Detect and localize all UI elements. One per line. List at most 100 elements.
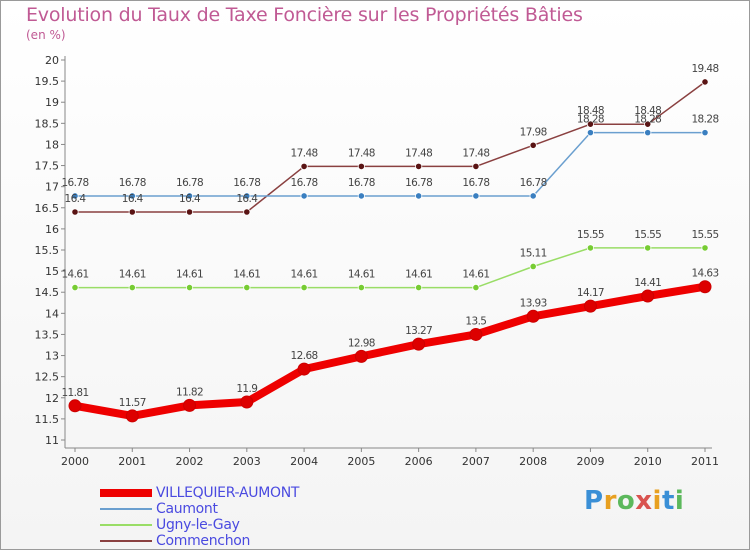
data-label: 14.61 xyxy=(348,269,375,281)
data-point xyxy=(243,192,251,200)
x-tick-label: 2011 xyxy=(691,455,719,468)
series-line xyxy=(75,131,705,197)
x-tick-label: 2007 xyxy=(462,455,490,468)
data-point xyxy=(529,141,537,149)
data-point xyxy=(185,208,194,216)
data-point xyxy=(583,299,597,313)
data-point xyxy=(415,192,423,200)
data-point xyxy=(354,349,368,363)
data-label: 17.48 xyxy=(462,147,489,159)
data-label: 18.48 xyxy=(634,105,661,117)
data-label: 16.78 xyxy=(176,177,203,189)
data-point xyxy=(472,192,480,200)
data-label: 12.98 xyxy=(348,337,375,349)
data-point xyxy=(300,283,308,292)
data-point xyxy=(412,337,426,351)
data-point xyxy=(128,283,136,292)
y-tick-label: 16.5 xyxy=(35,202,60,215)
data-point xyxy=(357,283,365,292)
data-point xyxy=(297,362,311,376)
data-point xyxy=(185,283,194,292)
proxiti-logo: Proxiti xyxy=(584,486,684,516)
x-tick-label: 2009 xyxy=(576,455,604,468)
x-tick-label: 2003 xyxy=(233,455,261,468)
y-tick-label: 14 xyxy=(45,307,59,320)
data-label: 14.61 xyxy=(405,269,432,281)
data-label: 18.48 xyxy=(577,105,604,117)
data-point xyxy=(243,283,251,292)
logo-letter: i xyxy=(652,486,662,516)
data-label: 16.78 xyxy=(291,177,318,189)
data-label: 17.48 xyxy=(291,147,318,159)
data-point xyxy=(243,208,251,216)
data-label: 11.9 xyxy=(236,383,257,395)
y-tick-label: 17 xyxy=(45,181,59,194)
data-label: 16.78 xyxy=(405,177,432,189)
x-tick-label: 2000 xyxy=(61,455,89,468)
data-label: 14.63 xyxy=(691,268,718,280)
data-point xyxy=(300,162,308,170)
y-tick-label: 12.5 xyxy=(35,371,60,384)
legend-label: Caumont xyxy=(156,501,218,517)
data-label: 18.28 xyxy=(634,114,661,126)
logo-letter: P xyxy=(584,486,604,516)
data-point xyxy=(586,120,595,128)
y-tick-label: 13.5 xyxy=(35,328,60,341)
y-tick-label: 16 xyxy=(45,223,59,236)
data-point xyxy=(128,208,136,216)
data-label: 19.48 xyxy=(691,63,718,75)
legend-label: Ugny-le-Gay xyxy=(156,517,240,533)
data-label: 14.61 xyxy=(61,269,88,281)
data-point xyxy=(698,280,712,294)
data-point xyxy=(644,244,652,252)
series-line xyxy=(75,81,706,213)
data-point xyxy=(125,409,139,423)
y-tick-label: 11 xyxy=(45,434,59,447)
data-point xyxy=(472,283,480,292)
y-tick-label: 17.5 xyxy=(35,160,60,173)
data-point xyxy=(183,398,197,412)
logo-letter: t xyxy=(661,486,675,516)
data-label: 14.61 xyxy=(462,269,489,281)
data-label: 13.27 xyxy=(405,325,432,337)
data-label: 16.78 xyxy=(348,177,375,189)
data-point xyxy=(240,395,254,409)
data-label: 16.78 xyxy=(233,177,260,189)
data-label: 14.41 xyxy=(634,277,661,289)
x-tick-label: 2002 xyxy=(176,455,204,468)
data-point xyxy=(586,244,595,252)
x-tick-label: 2006 xyxy=(405,455,433,468)
data-label: 15.55 xyxy=(634,229,661,241)
data-label: 14.61 xyxy=(119,269,146,281)
legend-label: Commenchon xyxy=(156,533,251,549)
logo-letter: x xyxy=(635,486,653,516)
data-point xyxy=(701,78,709,86)
data-point xyxy=(71,283,79,292)
x-tick-label: 2008 xyxy=(519,455,547,468)
y-tick-label: 18 xyxy=(45,138,59,151)
data-point xyxy=(185,192,194,200)
legend-swatch xyxy=(100,540,152,542)
chart-title: Evolution du Taux de Taxe Foncière sur l… xyxy=(26,4,583,26)
y-tick-label: 12 xyxy=(45,392,59,405)
x-tick-label: 2005 xyxy=(347,455,375,468)
data-label: 14.61 xyxy=(233,269,260,281)
data-label: 14.17 xyxy=(577,287,604,299)
y-tick-label: 19.5 xyxy=(35,75,60,88)
data-point xyxy=(357,192,365,200)
y-tick-label: 13 xyxy=(45,350,59,363)
series-line xyxy=(75,247,705,289)
data-label: 16.4 xyxy=(179,193,201,205)
data-label: 11.82 xyxy=(176,386,203,398)
data-point xyxy=(415,162,423,170)
data-point xyxy=(586,129,595,137)
data-label: 17.48 xyxy=(405,147,432,159)
unit-label: (en %) xyxy=(26,28,66,42)
y-tick-label: 15.5 xyxy=(35,244,60,257)
data-label: 17.48 xyxy=(348,147,375,159)
data-label: 15.55 xyxy=(577,229,604,241)
legend-swatch xyxy=(100,524,152,526)
data-label: 16.78 xyxy=(119,177,146,189)
data-point xyxy=(526,309,540,323)
